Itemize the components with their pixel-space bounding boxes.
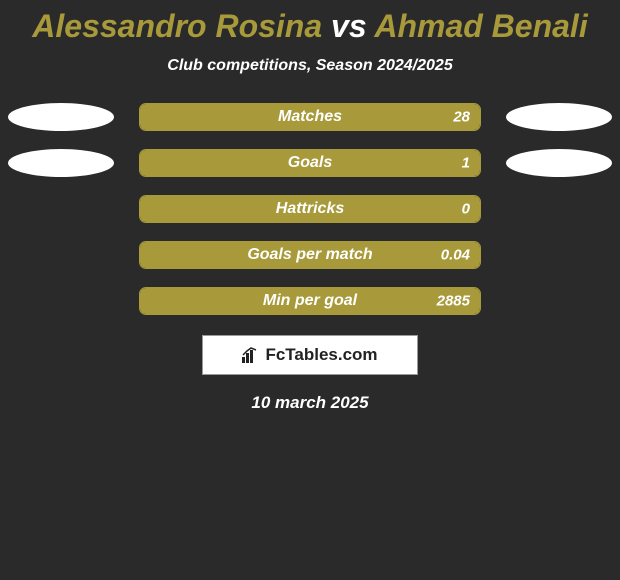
chart-icon <box>242 347 260 363</box>
stats-list: Matches 28 Goals 1 Hattricks 0 <box>0 103 620 315</box>
date-text: 10 march 2025 <box>0 393 620 413</box>
stat-bar: Hattricks 0 <box>139 195 481 223</box>
stat-row-hattricks: Hattricks 0 <box>0 195 620 223</box>
stat-label: Goals per match <box>247 246 372 264</box>
player2-name: Ahmad Benali <box>374 8 587 44</box>
stat-label: Goals <box>288 154 332 172</box>
comparison-infographic: Alessandro Rosina vs Ahmad Benali Club c… <box>0 0 620 580</box>
stat-label: Hattricks <box>276 200 344 218</box>
stat-label: Min per goal <box>263 292 357 310</box>
player2-marker <box>506 103 612 131</box>
stat-right-value: 28 <box>453 109 470 126</box>
player1-name: Alessandro Rosina <box>32 8 322 44</box>
stat-right-value: 1 <box>462 155 470 172</box>
fctables-logo: FcTables.com <box>202 335 418 375</box>
stat-right-value: 0.04 <box>441 247 470 264</box>
stat-row-matches: Matches 28 <box>0 103 620 131</box>
stat-row-goals-per-match: Goals per match 0.04 <box>0 241 620 269</box>
player2-marker <box>506 149 612 177</box>
stat-row-min-per-goal: Min per goal 2885 <box>0 287 620 315</box>
stat-row-goals: Goals 1 <box>0 149 620 177</box>
logo-text: FcTables.com <box>265 345 377 365</box>
vs-text: vs <box>331 8 367 44</box>
stat-right-value: 0 <box>462 201 470 218</box>
player1-marker <box>8 149 114 177</box>
stat-bar: Matches 28 <box>139 103 481 131</box>
stat-right-value: 2885 <box>437 293 470 310</box>
stat-bar: Goals per match 0.04 <box>139 241 481 269</box>
player1-marker <box>8 103 114 131</box>
stat-label: Matches <box>278 108 342 126</box>
page-title: Alessandro Rosina vs Ahmad Benali <box>0 0 620 45</box>
stat-bar: Min per goal 2885 <box>139 287 481 315</box>
subtitle: Club competitions, Season 2024/2025 <box>0 57 620 75</box>
stat-bar: Goals 1 <box>139 149 481 177</box>
